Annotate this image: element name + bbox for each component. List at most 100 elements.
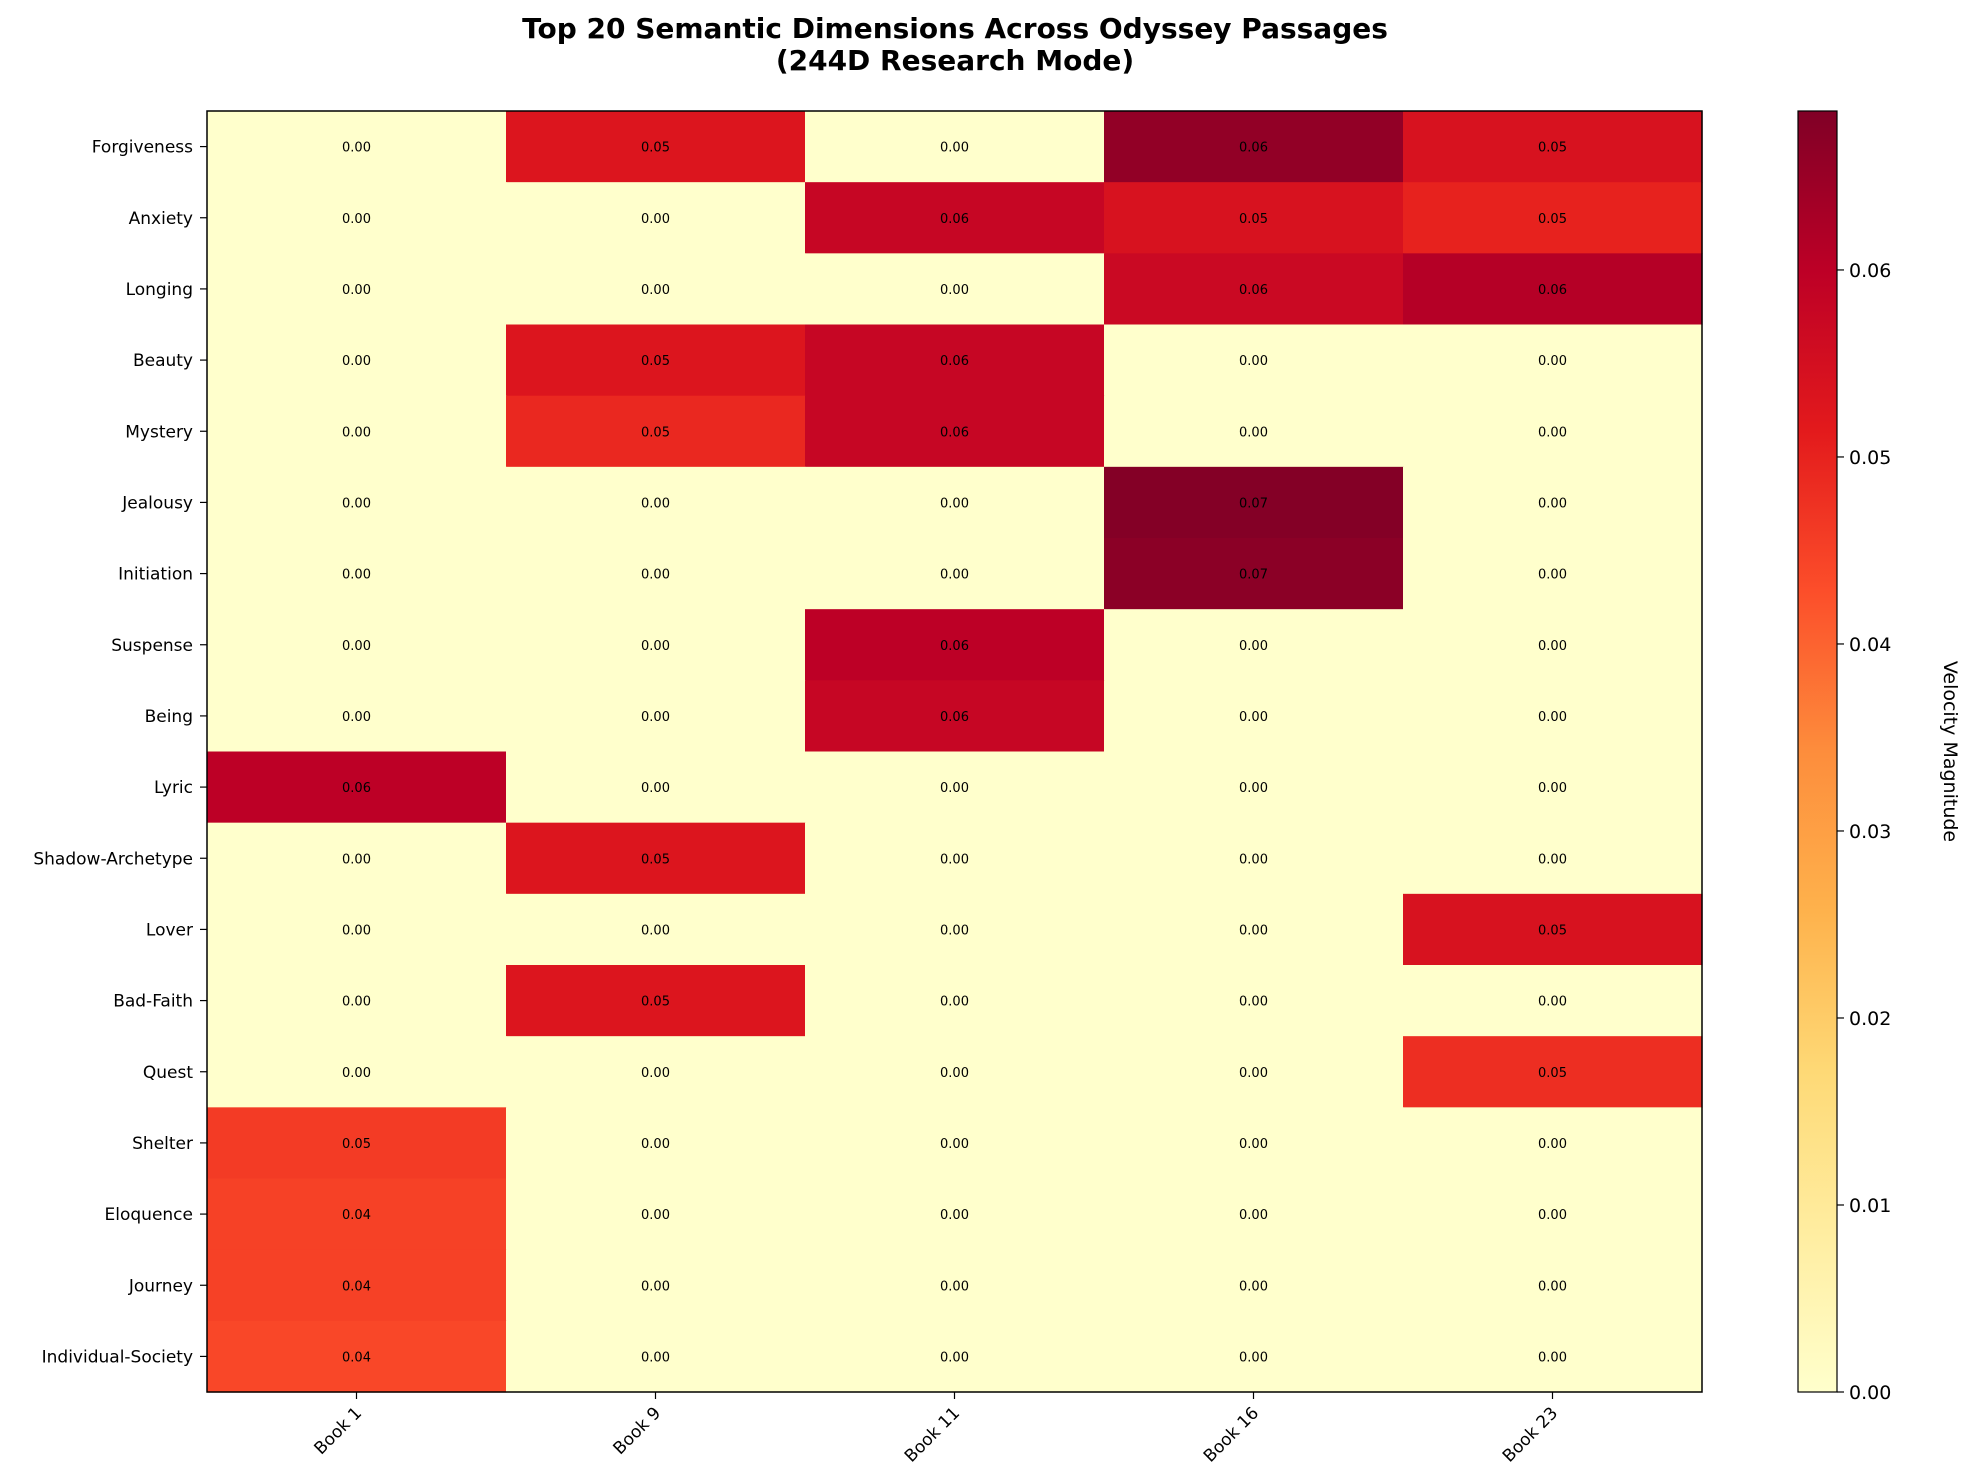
y-tick-label: Forgiveness — [92, 138, 193, 158]
y-axis-ticks: Forgiveness Anxiety Longing Beauty Mystery Je… — [33, 138, 207, 1367]
heatmap-cell — [805, 1107, 1105, 1180]
cell-value-label: 0.00 — [641, 212, 670, 227]
cell-value-label: 0.04 — [342, 1350, 371, 1365]
cell-value-label: 0.05 — [342, 1137, 371, 1152]
heatmap-cell — [1403, 1320, 1703, 1393]
cell-value-label: 0.00 — [940, 1350, 969, 1365]
y-tick-label: Quest — [143, 1063, 193, 1083]
heatmap-cell — [506, 1107, 806, 1180]
colorbar: 0.00 0.01 0.02 0.03 0.04 0.05 0.06 Velocity Mag… — [1797, 110, 1961, 1404]
cell-value-label: 0.05 — [641, 354, 670, 369]
y-tick-label: Mystery — [125, 422, 193, 442]
heatmap-cell — [1403, 538, 1703, 610]
x-tick-label: Book 23 — [1499, 1403, 1562, 1466]
cell-value-label: 0.00 — [1239, 1350, 1268, 1365]
x-tick-label: Book 9 — [610, 1403, 666, 1459]
heatmap-cell — [207, 965, 507, 1037]
cell-value-label: 0.04 — [342, 1279, 371, 1294]
heatmap-cell — [207, 1320, 507, 1393]
heatmap-cell — [805, 1320, 1105, 1393]
cell-value-label: 0.00 — [342, 568, 371, 583]
heatmap-cell — [805, 822, 1105, 895]
cell-value-label: 0.00 — [641, 283, 670, 298]
heatmap-cell — [1104, 466, 1404, 539]
cell-value-label: 0.05 — [641, 425, 670, 440]
heatmap-cell — [805, 1178, 1105, 1251]
cell-value-label: 0.00 — [940, 141, 969, 156]
heatmap-cell — [805, 965, 1105, 1037]
cell-value-label: 0.00 — [1538, 1137, 1567, 1152]
cell-value-label: 0.00 — [1239, 425, 1268, 440]
cell-value-label: 0.00 — [342, 212, 371, 227]
heatmap-cell — [506, 1249, 806, 1322]
heatmap-cell — [506, 1036, 806, 1108]
heatmap-cell — [1403, 965, 1703, 1037]
cell-value-label: 0.06 — [940, 425, 969, 440]
heatmap-cell — [207, 1178, 507, 1251]
cell-value-label: 0.06 — [940, 639, 969, 654]
cell-value-label: 0.00 — [1538, 995, 1567, 1010]
heatmap-cell — [805, 253, 1105, 326]
cell-value-label: 0.00 — [1239, 354, 1268, 369]
cell-value-label: 0.05 — [641, 141, 670, 156]
heatmap-cell — [506, 751, 806, 824]
heatmap-cell — [207, 111, 507, 183]
heatmap-cell — [207, 1036, 507, 1108]
heatmap-cell — [506, 893, 806, 966]
heatmap-cell — [207, 538, 507, 610]
heatmap-cell — [805, 1036, 1105, 1108]
heatmap-cell — [805, 111, 1105, 183]
heatmap-cell — [805, 466, 1105, 539]
heatmap-cell — [805, 751, 1105, 824]
cell-value-label: 0.00 — [342, 354, 371, 369]
cell-value-label: 0.00 — [1538, 496, 1567, 511]
cell-value-label: 0.00 — [641, 639, 670, 654]
heatmap-cell — [1104, 822, 1404, 895]
heatmap-cell — [805, 1249, 1105, 1322]
colorbar-tick-label: 0.00 — [1849, 1382, 1891, 1404]
cell-value-label: 0.00 — [940, 496, 969, 511]
cell-value-label: 0.00 — [940, 781, 969, 796]
heatmap-cell — [805, 538, 1105, 610]
cell-value-label: 0.00 — [1538, 568, 1567, 583]
heatmap-cell — [1104, 751, 1404, 824]
cell-value-label: 0.05 — [1538, 141, 1567, 156]
cell-value-label: 0.00 — [641, 1279, 670, 1294]
heatmap-cell — [1104, 1320, 1404, 1393]
heatmap-cell — [506, 466, 806, 539]
cell-value-label: 0.00 — [940, 923, 969, 938]
cell-value-label: 0.00 — [342, 496, 371, 511]
heatmap-cell — [1104, 1107, 1404, 1180]
heatmap-cell — [1104, 111, 1404, 183]
heatmap-cell — [805, 893, 1105, 966]
colorbar-tick-label: 0.02 — [1849, 1008, 1891, 1030]
chart-title-line2: (244D Research Mode) — [776, 44, 1134, 77]
heatmap-cell — [207, 609, 507, 681]
cell-value-label: 0.05 — [641, 995, 670, 1010]
cell-value-label: 0.00 — [940, 1279, 969, 1294]
cell-value-label: 0.05 — [1538, 923, 1567, 938]
cell-value-label: 0.00 — [641, 568, 670, 583]
cell-value-label: 0.00 — [1538, 781, 1567, 796]
heatmap-cell — [1403, 324, 1703, 397]
cell-value-label: 0.00 — [1239, 639, 1268, 654]
colorbar-gradient — [1797, 110, 1838, 1393]
heatmap-cell — [207, 822, 507, 895]
heatmap-cell — [1104, 182, 1404, 254]
y-tick-label: Lyric — [154, 778, 193, 798]
y-tick-label: Individual-Society — [42, 1347, 193, 1367]
plot-frame — [206, 110, 1703, 1393]
y-tick-label: Shadow-Archetype — [33, 849, 193, 869]
heatmap-cell — [506, 965, 806, 1037]
y-tick-label: Shelter — [132, 1134, 193, 1154]
heatmap-cell — [1104, 680, 1404, 753]
cell-value-label: 0.00 — [940, 852, 969, 867]
heatmap-cell — [1104, 893, 1404, 966]
y-tick-label: Eloquence — [105, 1205, 193, 1225]
heatmap-cell — [805, 324, 1105, 397]
cell-value-label: 0.00 — [1538, 1208, 1567, 1223]
cell-value-label: 0.00 — [1239, 1137, 1268, 1152]
cell-value-label: 0.00 — [1538, 710, 1567, 725]
heatmap-cells — [207, 111, 1703, 1393]
cell-value-label: 0.00 — [641, 923, 670, 938]
